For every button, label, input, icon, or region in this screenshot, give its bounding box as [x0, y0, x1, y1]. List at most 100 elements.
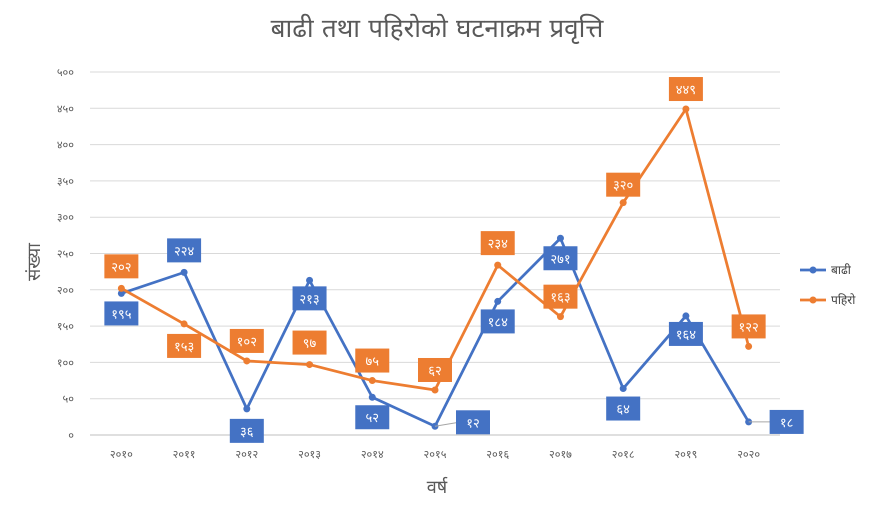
legend-marker	[809, 266, 817, 274]
data-label: १५३	[174, 340, 194, 355]
data-label-box	[668, 321, 703, 346]
data-label: ६४	[616, 403, 630, 418]
data-label: २३४	[488, 237, 509, 252]
x-tick-label: २०१३	[298, 448, 321, 461]
x-tick-label: २०१०	[110, 448, 133, 461]
y-tick-label: १५०	[57, 320, 74, 333]
legend-label: बाढी	[831, 263, 852, 277]
data-point	[243, 357, 251, 365]
x-tick-label: २०१४	[361, 448, 384, 461]
series-line	[120, 236, 750, 428]
data-point	[619, 385, 627, 393]
data-point	[180, 320, 188, 328]
x-tick-label: २०२०	[737, 448, 760, 461]
data-label: १६३	[550, 291, 570, 306]
series-line	[120, 107, 750, 392]
data-label: ९७	[303, 337, 317, 352]
data-label-box	[355, 405, 390, 430]
data-label-box	[480, 231, 515, 256]
data-label: १२२	[738, 320, 758, 335]
data-label: ३२०	[613, 179, 633, 194]
data-label: ७५	[366, 355, 380, 370]
data-label-box	[606, 172, 641, 197]
legend-marker	[809, 296, 817, 304]
data-label-box	[292, 286, 327, 311]
y-tick-label: ४५०	[57, 102, 74, 115]
y-tick-label: ५००	[57, 66, 74, 79]
data-point	[556, 234, 564, 242]
y-tick-label: १००	[57, 356, 74, 369]
data-point	[306, 361, 314, 369]
x-tick-label: २०१७	[549, 448, 572, 461]
data-label: ६२	[428, 364, 442, 379]
data-point	[117, 289, 125, 297]
data-point	[494, 261, 502, 269]
data-label: २७१	[550, 252, 570, 267]
y-tick-label: ३५०	[57, 175, 74, 188]
data-label-box	[229, 328, 264, 353]
x-tick-label: २०१९	[674, 448, 697, 461]
data-point	[682, 105, 690, 113]
data-point	[368, 393, 376, 401]
chart-title: बाढी तथा पहिरोको घटनाक्रम प्रवृत्ति	[271, 13, 605, 44]
data-label-box	[731, 314, 766, 339]
data-point	[117, 284, 125, 292]
x-tick-label: २०१२	[235, 448, 258, 461]
y-tick-label: ३००	[57, 211, 74, 224]
y-tick-label: ०	[68, 429, 74, 442]
data-label-box	[543, 246, 578, 271]
data-label: १६४	[676, 328, 697, 343]
x-tick-label: २०११	[173, 448, 196, 461]
y-tick-label: ५०	[63, 393, 75, 406]
data-label: ५२	[366, 411, 380, 426]
data-label-leader	[434, 421, 460, 427]
y-tick-label: २००	[57, 284, 74, 297]
data-label-box	[769, 409, 804, 434]
data-label: ३६	[240, 425, 254, 440]
gridlines	[90, 71, 780, 436]
data-point	[682, 312, 690, 320]
data-point	[494, 297, 502, 305]
data-label-box	[668, 77, 703, 102]
x-tick-label: २०१८	[612, 448, 635, 461]
data-label: १९५	[111, 307, 132, 322]
data-label-box	[167, 333, 202, 358]
x-axis-title: वर्ष	[427, 476, 448, 498]
data-label-box	[543, 284, 578, 309]
data-label-box	[355, 348, 390, 373]
data-label-box	[456, 410, 490, 435]
data-labels-layer: १९५ २२४ ३६ २१३ ५२ १२ १८४ २७१ ६४ १६४ १८ २०२ १५३ १०२ ९७ ७…	[104, 77, 804, 443]
data-label-box	[167, 238, 202, 263]
legend-label: पहिरो	[831, 293, 856, 307]
data-label: १८	[780, 416, 794, 431]
y-axis-title: संख्या	[24, 243, 45, 281]
data-label-box	[292, 330, 327, 355]
data-point	[556, 313, 564, 321]
data-label-box	[418, 357, 452, 382]
data-point	[431, 386, 439, 394]
data-label: २१३	[299, 292, 319, 307]
data-label-box	[229, 418, 264, 443]
data-label: २२४	[174, 244, 195, 259]
y-tick-label: २५०	[57, 248, 74, 261]
data-label: १२	[466, 416, 480, 431]
data-label-box	[480, 309, 515, 334]
x-axis-ticks: २०१० २०११ २०१२ २०१३ २०१४ २०१५ २०१६ २०१७ २०१८ २०१९…	[110, 448, 760, 461]
data-point	[619, 199, 627, 207]
data-label-box	[606, 396, 641, 421]
data-label: १०२	[237, 335, 257, 350]
data-label-box	[104, 301, 139, 326]
y-axis-ticks: ० ५० १०० १५० २०० २५० ३०० ३५० ४०० ४५० ५००	[57, 66, 74, 442]
data-label: १८४	[488, 315, 509, 330]
x-tick-label: २०१५	[424, 448, 447, 461]
data-point	[180, 268, 188, 276]
data-label-box	[104, 254, 139, 279]
data-point	[745, 342, 753, 350]
legend: बाढी पहिरो	[800, 263, 856, 307]
data-point	[306, 276, 314, 284]
data-point	[243, 405, 251, 413]
data-label: २०२	[111, 260, 131, 275]
y-tick-label: ४००	[57, 139, 74, 152]
